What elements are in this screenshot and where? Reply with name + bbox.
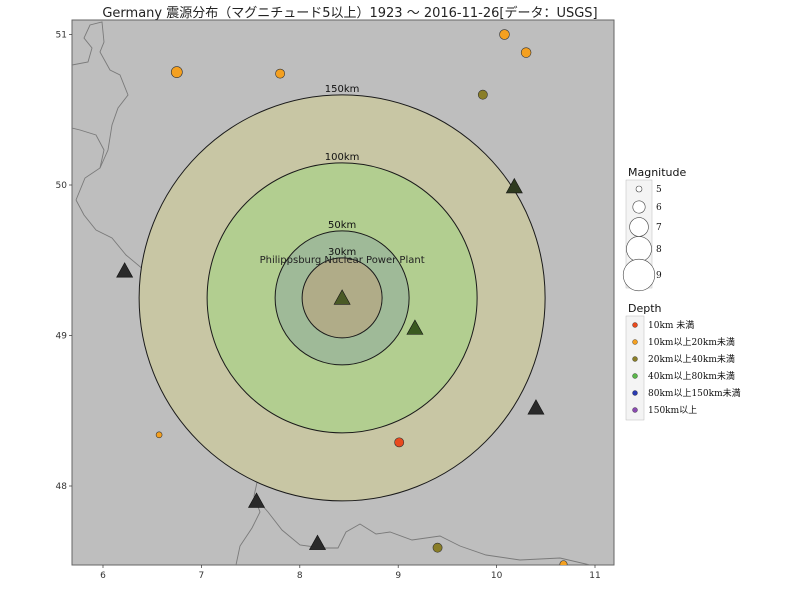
ring-label-30km: 30km	[328, 247, 356, 258]
earthquake-point	[499, 29, 510, 40]
depth-legend-swatch	[632, 322, 638, 328]
depth-legend-swatch	[632, 339, 638, 345]
depth-legend-label: 80km以上150km未満	[648, 387, 741, 399]
earthquake-point	[559, 560, 568, 565]
center-plant-label: Philippsburg Nuclear Power Plant	[260, 255, 425, 266]
nuclear-plant-marker	[527, 399, 545, 415]
country-border	[253, 495, 591, 565]
x-tick-label: 7	[199, 571, 205, 581]
map-title: Germany 震源分布（マグニチュード5以上）1923 〜 2016-11-2…	[102, 6, 598, 21]
ring-label-150km: 150km	[325, 84, 360, 95]
ring-label-100km: 100km	[325, 152, 360, 163]
magnitude-legend-label: 6	[656, 203, 662, 213]
y-tick-label: 51	[56, 31, 67, 41]
x-tick-label: 8	[297, 571, 303, 581]
earthquake-point	[275, 68, 286, 79]
depth-legend-swatch	[632, 373, 638, 379]
legend-magnitude-title: Magnitude	[628, 166, 687, 179]
magnitude-legend-label: 9	[656, 271, 662, 281]
magnitude-legend-circle	[626, 236, 652, 262]
magnitude-legend-circle	[629, 217, 649, 237]
magnitude-legend-circle	[635, 185, 643, 193]
earthquake-point	[394, 437, 405, 448]
x-tick-label: 6	[100, 571, 106, 581]
nuclear-plant-marker	[333, 289, 351, 305]
depth-legend-label: 10km以上20km未満	[648, 336, 735, 348]
magnitude-legend-label: 7	[656, 223, 662, 233]
x-tick-label: 11	[589, 571, 600, 581]
earthquake-point	[170, 66, 183, 78]
depth-legend-swatch	[632, 407, 638, 413]
depth-legend-label: 20km以上40km未満	[648, 353, 735, 365]
earthquake-point	[432, 542, 443, 553]
country-border	[72, 127, 105, 169]
depth-legend-label: 40km以上80km未満	[648, 370, 735, 382]
y-tick-label: 48	[56, 482, 68, 492]
ring-label-50km: 50km	[328, 220, 356, 231]
earthquake-point	[520, 47, 532, 58]
y-tick-label: 50	[56, 181, 68, 191]
earthquake-point	[477, 89, 488, 100]
nuclear-plant-marker	[247, 492, 266, 508]
nuclear-plant-marker	[505, 177, 523, 194]
x-tick-label: 10	[491, 571, 503, 581]
depth-legend-label: 10km 未満	[648, 319, 694, 331]
x-tick-label: 9	[395, 571, 401, 581]
earthquake-point	[155, 431, 163, 439]
depth-legend-swatch	[632, 390, 638, 396]
y-tick-label: 49	[56, 332, 68, 342]
country-border	[72, 21, 129, 201]
depth-legend-box	[625, 315, 645, 421]
magnitude-legend-circle	[632, 200, 646, 214]
depth-legend-swatch	[632, 356, 638, 362]
depth-legend-label: 150km以上	[648, 405, 697, 416]
legend-depth-title: Depth	[628, 302, 662, 315]
magnitude-legend-label: 8	[656, 245, 662, 255]
magnitude-legend-label: 5	[656, 185, 662, 195]
nuclear-plant-marker	[309, 534, 327, 550]
legend: 5 6 7 8 9 10km 未満 10km以上20km未満 20km以上40km未満 40km…	[622, 179, 741, 421]
magnitude-legend-circle	[622, 258, 656, 292]
nuclear-plant-marker	[116, 262, 134, 278]
nuclear-plant-marker	[406, 319, 424, 335]
